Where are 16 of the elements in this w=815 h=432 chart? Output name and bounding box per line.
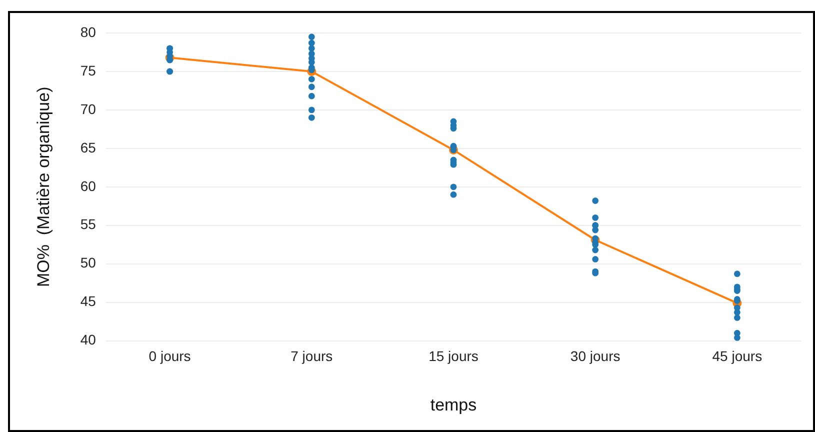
y-tick-label: 55 (80, 216, 96, 232)
y-tick-label: 70 (80, 100, 96, 117)
x-tick-label: 0 jours (148, 348, 191, 364)
y-tick-label: 50 (80, 254, 96, 271)
x-tick-label: 45 jours (712, 348, 762, 364)
y-tick-label: 60 (80, 178, 96, 194)
y-tick-label: 40 (80, 332, 96, 348)
y-tick-label: 75 (80, 62, 96, 78)
y-axis-title: MO% (Matière organique) (34, 86, 53, 288)
x-tick-label: 15 jours (428, 348, 478, 364)
y-tick-label: 65 (80, 139, 96, 156)
y-tick-label: 80 (80, 24, 96, 40)
x-tick-label: 30 jours (570, 348, 620, 364)
y-tick-label: 45 (80, 293, 96, 310)
x-tick-label: 7 jours (290, 348, 333, 364)
x-axis-title: temps (430, 395, 477, 414)
